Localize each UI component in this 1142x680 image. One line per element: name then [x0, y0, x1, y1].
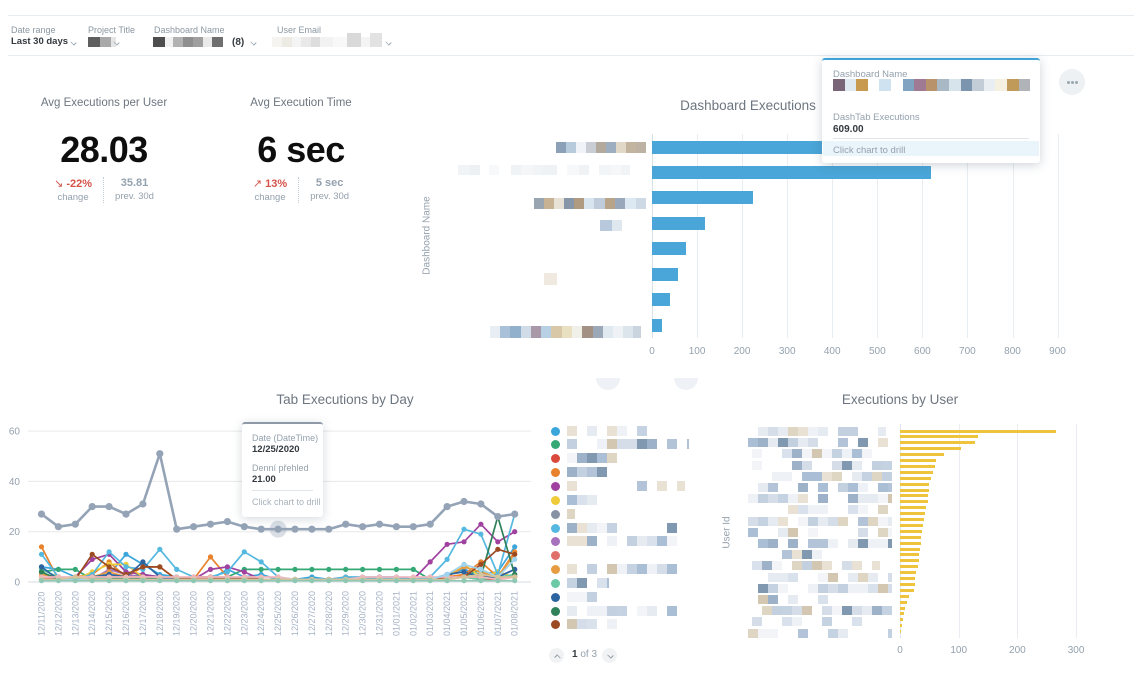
svg-text:20: 20 — [9, 527, 21, 538]
svg-text:12/17/2020: 12/17/2020 — [138, 591, 148, 636]
svg-text:12/20/2020: 12/20/2020 — [189, 591, 199, 636]
svg-text:01/07/2021: 01/07/2021 — [493, 591, 503, 636]
svg-text:12/30/2020: 12/30/2020 — [358, 591, 368, 636]
svg-text:01/05/2021: 01/05/2021 — [459, 591, 469, 636]
svg-text:12/19/2020: 12/19/2020 — [172, 591, 182, 636]
svg-text:12/18/2020: 12/18/2020 — [155, 591, 165, 636]
svg-text:12/16/2020: 12/16/2020 — [121, 591, 131, 636]
svg-text:12/14/2020: 12/14/2020 — [87, 591, 97, 636]
svg-text:01/08/2021: 01/08/2021 — [510, 591, 520, 636]
svg-text:0: 0 — [14, 578, 20, 589]
svg-text:01/04/2021: 01/04/2021 — [442, 591, 452, 636]
svg-text:12/26/2020: 12/26/2020 — [290, 591, 300, 636]
svg-text:12/15/2020: 12/15/2020 — [104, 591, 114, 636]
svg-text:12/24/2020: 12/24/2020 — [256, 591, 266, 636]
svg-text:12/27/2020: 12/27/2020 — [307, 591, 317, 636]
svg-text:12/13/2020: 12/13/2020 — [70, 591, 80, 636]
svg-text:12/22/2020: 12/22/2020 — [222, 591, 232, 636]
svg-text:01/02/2021: 01/02/2021 — [408, 591, 418, 636]
svg-text:12/28/2020: 12/28/2020 — [324, 591, 334, 636]
svg-text:60: 60 — [9, 427, 21, 438]
svg-text:40: 40 — [9, 477, 21, 488]
svg-text:12/11/2020: 12/11/2020 — [37, 592, 47, 636]
svg-text:01/03/2021: 01/03/2021 — [425, 591, 435, 636]
svg-text:01/06/2021: 01/06/2021 — [476, 591, 486, 636]
svg-text:12/12/2020: 12/12/2020 — [53, 591, 63, 636]
svg-text:12/29/2020: 12/29/2020 — [341, 591, 351, 636]
svg-text:12/25/2020: 12/25/2020 — [273, 591, 283, 636]
svg-text:12/31/2020: 12/31/2020 — [375, 591, 385, 636]
svg-text:12/21/2020: 12/21/2020 — [206, 591, 216, 636]
svg-text:12/23/2020: 12/23/2020 — [239, 591, 249, 636]
svg-text:01/01/2021: 01/01/2021 — [391, 591, 401, 636]
